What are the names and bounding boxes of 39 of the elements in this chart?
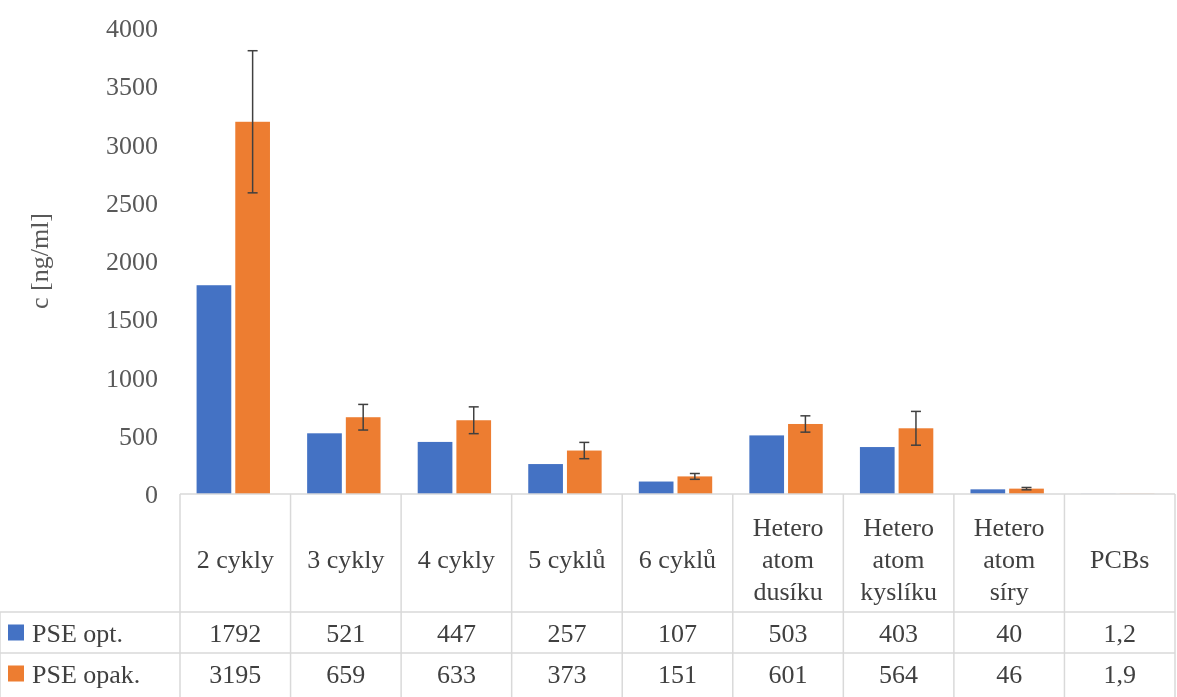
data-label: 1,9	[1103, 659, 1136, 689]
y-tick-label: 3500	[106, 72, 158, 102]
data-label: 447	[436, 618, 476, 648]
data-label: 40	[996, 618, 1023, 648]
data-label: 503	[768, 618, 808, 648]
x-tick-label: PCBs	[1090, 545, 1150, 575]
y-tick-label: 500	[119, 421, 158, 451]
data-label: 46	[996, 659, 1023, 689]
data-label: 257	[547, 618, 587, 648]
y-tick-label: 2000	[106, 247, 158, 277]
data-label: 601	[768, 659, 808, 689]
data-label: 564	[879, 659, 919, 689]
data-label: 633	[436, 659, 476, 689]
y-tick-label: 3000	[106, 130, 158, 160]
data-label: 373	[547, 659, 587, 689]
y-tick-label: 1500	[106, 305, 158, 335]
y-tick-label: 4000	[106, 14, 158, 44]
legend-label: PSE opak.	[32, 659, 141, 689]
legend-label: PSE opt.	[32, 618, 124, 648]
data-label: 659	[326, 659, 366, 689]
data-label: 107	[658, 618, 697, 648]
y-tick-label: 1000	[106, 363, 158, 393]
data-label: 151	[658, 659, 697, 689]
x-tick-label: 2 cykly	[196, 545, 274, 575]
data-label: 1,2	[1103, 618, 1136, 648]
x-tick-label: 4 cykly	[417, 545, 496, 575]
y-tick-label: 2500	[106, 188, 158, 218]
x-tick-label: Hetero atom dusíku	[752, 513, 824, 607]
x-tick-label: 5 cyklů	[528, 545, 606, 575]
x-tick-label: Hetero atom kyslíku	[860, 513, 937, 607]
data-label: 521	[326, 618, 366, 648]
data-label: 1792	[209, 618, 262, 648]
y-tick-label: 0	[145, 480, 158, 510]
y-axis-title: c [ng/ml]	[25, 212, 54, 310]
x-tick-label: 6 cyklů	[638, 545, 717, 575]
x-tick-label: Hetero atom síry	[973, 513, 1045, 607]
x-tick-label: 3 cykly	[307, 545, 385, 575]
data-label: 403	[879, 618, 919, 648]
data-label: 3195	[209, 659, 262, 689]
